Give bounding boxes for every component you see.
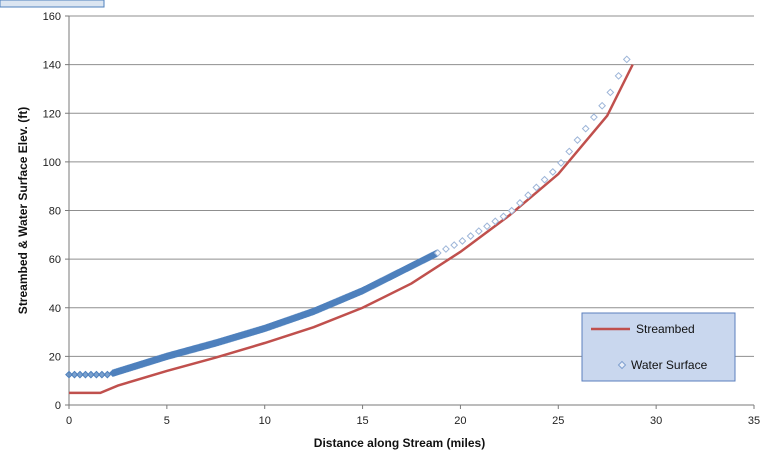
water-surface-marker-5 [92, 370, 101, 379]
water-surface-marker-359 [589, 113, 598, 122]
water-surface-marker-0 [65, 370, 73, 379]
water-surface-marker-345 [474, 227, 483, 236]
water-surface-marker-352 [532, 183, 541, 192]
water-surface-marker-340 [433, 249, 442, 257]
water-surface-marker-358 [581, 124, 590, 133]
x-tick-label-0: 0 [66, 415, 72, 427]
x-tick-label-5: 5 [164, 415, 170, 427]
y-axis-title: Streambed & Water Surface Elev. (ft) [16, 107, 30, 314]
water-surface-marker-342 [450, 241, 459, 250]
y-tick-label-140: 140 [43, 60, 61, 72]
legend: Streambed Water Surface [581, 312, 736, 382]
x-axis-title: Distance along Stream (miles) [314, 436, 485, 450]
x-tick-label-35: 35 [748, 415, 760, 427]
axes [65, 15, 755, 409]
water-surface-marker-363 [622, 55, 631, 64]
water-surface-marker-341 [442, 245, 450, 253]
y-tick-label-0: 0 [55, 400, 61, 412]
water-surface-marker-2 [76, 370, 84, 379]
water-surface-marker-357 [573, 136, 582, 144]
y-tick-label-60: 60 [49, 254, 61, 266]
y-tick-label-100: 100 [43, 157, 61, 169]
water-surface-marker-356 [565, 147, 574, 156]
water-surface-marker-348 [499, 212, 508, 221]
x-tick-label-30: 30 [650, 415, 662, 427]
water-surface-marker-351 [524, 191, 533, 200]
water-surface-marker-354 [548, 168, 557, 176]
x-tick-labels: 0 5 10 15 20 25 30 35 [66, 415, 760, 427]
water-surface-marker-360 [598, 101, 607, 110]
water-surface-marker-349 [507, 206, 516, 215]
top-left-box [0, 0, 105, 8]
legend-label-streambed: Streambed [636, 322, 695, 336]
water-surface-marker-362 [614, 71, 623, 80]
legend-swatch-water-surface [617, 360, 627, 370]
water-surface-marker-3 [81, 370, 90, 379]
water-surface-marker-6 [97, 370, 106, 379]
streambed-series-line [69, 64, 634, 395]
water-surface-marker-350 [516, 199, 524, 207]
water-surface-series-markers [65, 55, 631, 379]
water-surface-marker-1 [70, 370, 79, 379]
legend-box [581, 312, 736, 382]
y-tick-labels: 0 20 40 60 80 100 120 140 160 [43, 11, 61, 412]
water-surface-marker-355 [557, 159, 565, 167]
water-surface-marker-346 [483, 222, 491, 231]
x-tick-label-20: 20 [454, 415, 466, 427]
water-surface-marker-361 [606, 88, 615, 97]
water-surface-marker-343 [458, 237, 467, 245]
water-surface-marker-347 [491, 217, 500, 226]
y-tick-label-80: 80 [49, 206, 61, 218]
x-tick-label-15: 15 [356, 415, 368, 427]
y-tick-label-120: 120 [43, 108, 61, 120]
x-tick-label-10: 10 [259, 415, 271, 427]
grid-lines [69, 15, 754, 357]
x-tick-label-25: 25 [552, 415, 564, 427]
water-surface-marker-353 [540, 175, 549, 184]
y-tick-label-40: 40 [49, 303, 61, 315]
y-tick-label-160: 160 [43, 11, 61, 23]
y-tick-label-20: 20 [49, 351, 61, 363]
water-surface-marker-4 [87, 370, 95, 379]
legend-label-water-surface: Water Surface [631, 358, 708, 372]
water-surface-marker-344 [466, 232, 475, 240]
